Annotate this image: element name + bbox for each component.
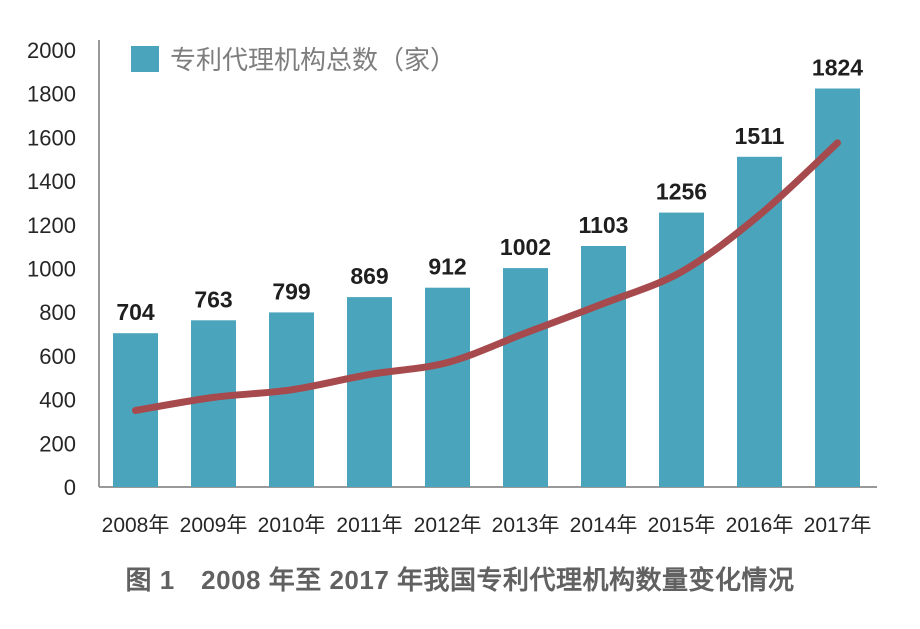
bar-value-label: 1511: [735, 123, 785, 149]
bar-2015年: [659, 212, 704, 487]
y-axis-tick-label: 600: [39, 344, 76, 369]
bar-value-label: 763: [194, 286, 232, 312]
bar-2014年: [581, 246, 626, 487]
y-axis-tick-label: 1200: [27, 213, 76, 238]
y-axis-tick-label: 2000: [27, 38, 76, 63]
bar-value-label: 1002: [500, 234, 551, 260]
y-axis-tick-label: 1800: [27, 82, 76, 107]
y-axis-tick-label: 1400: [27, 169, 76, 194]
x-axis-tick-label: 2010年: [258, 514, 326, 537]
y-axis-tick-label: 800: [39, 300, 76, 325]
bar-value-label: 704: [116, 299, 155, 325]
x-axis-tick-label: 2016年: [726, 514, 794, 537]
y-axis-tick-label: 400: [39, 388, 76, 413]
bar-value-label: 869: [350, 263, 388, 289]
bar-2012年: [425, 287, 470, 487]
bar-value-label: 1103: [579, 212, 629, 238]
x-axis-tick-label: 2011年: [336, 514, 402, 537]
bar-2016年: [737, 156, 782, 488]
x-axis-tick-label: 2009年: [180, 514, 248, 537]
x-axis-tick-label: 2014年: [570, 514, 638, 537]
bar-2010年: [269, 312, 314, 487]
bar-value-label: 799: [272, 278, 310, 304]
y-axis-tick-label: 0: [64, 475, 76, 500]
bar-value-label: 1256: [656, 179, 707, 205]
bar-2013年: [503, 268, 548, 487]
legend-swatch: [131, 46, 159, 72]
y-axis-tick-label: 1600: [27, 125, 76, 150]
x-axis-tick-label: 2017年: [804, 514, 872, 537]
bar-2009年: [191, 320, 236, 487]
bar-2017年: [815, 88, 860, 487]
x-axis-tick-label: 2013年: [492, 514, 560, 537]
figure-caption: 图 1 2008 年至 2017 年我国专利代理机构数量变化情况: [125, 565, 795, 595]
bar-2011年: [347, 297, 392, 487]
y-axis-tick-label: 1000: [27, 257, 76, 282]
x-axis-tick-label: 2012年: [414, 514, 482, 537]
x-axis-tick-label: 2008年: [102, 514, 170, 537]
trend-line: [132, 139, 841, 414]
x-axis-tick-label: 2015年: [648, 514, 716, 537]
bar-value-label: 912: [428, 254, 466, 280]
legend-label: 专利代理机构总数（家）: [170, 45, 456, 75]
y-axis-tick-label: 200: [39, 431, 76, 456]
bar-value-label: 1824: [812, 55, 863, 81]
patent-agency-bar-chart: 0 200 400 600 800 1000 1200 1400 1600 1800 2000 专利代…: [27, 38, 877, 537]
